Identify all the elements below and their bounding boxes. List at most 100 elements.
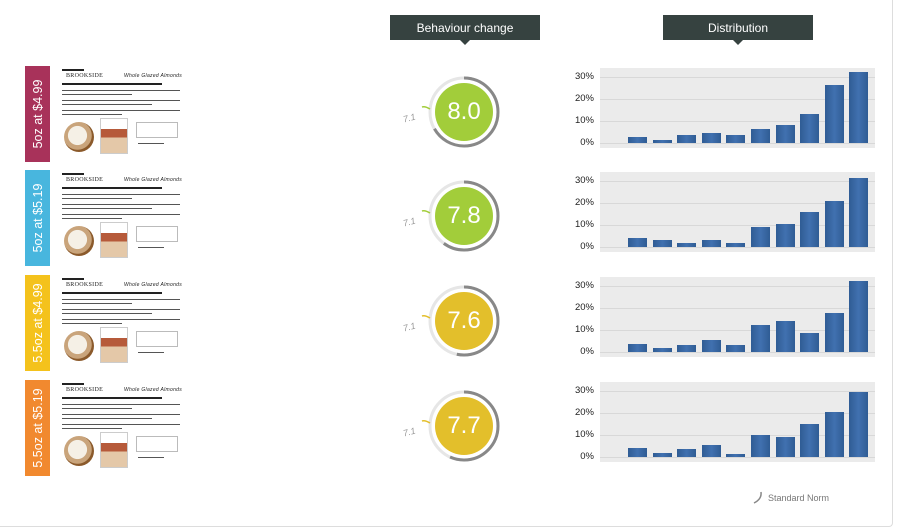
concept-thumbnail[interactable]: BROOKSIDE Whole Glazed Almonds — [60, 380, 184, 476]
almond-bowl-image — [64, 331, 94, 361]
concept-thumbnail[interactable]: BROOKSIDE Whole Glazed Almonds — [60, 275, 184, 371]
distribution-bar[interactable] — [652, 139, 672, 143]
distribution-bar[interactable] — [628, 448, 647, 457]
concept-thumbnail[interactable]: BROOKSIDE Whole Glazed Almonds — [60, 66, 184, 162]
distribution-bar[interactable] — [677, 449, 697, 457]
thumb-line — [62, 104, 152, 105]
gauge-score: 7.8 — [447, 202, 481, 229]
thumb-line — [62, 303, 132, 304]
product-package-image — [100, 327, 128, 363]
distribution-bar[interactable] — [628, 344, 647, 352]
grid-line — [600, 202, 875, 204]
distribution-bar[interactable] — [775, 321, 795, 352]
thumb-callout-box — [136, 122, 178, 138]
distribution-bar[interactable] — [849, 391, 869, 457]
distribution-bar[interactable] — [628, 137, 647, 143]
distribution-bar[interactable] — [849, 178, 869, 247]
thumb-line — [62, 323, 122, 324]
distribution-bar[interactable] — [775, 125, 795, 143]
almond-bowl-image — [64, 436, 94, 466]
behaviour-change-header-label: Behaviour change — [416, 20, 514, 35]
distribution-bar[interactable] — [701, 339, 721, 352]
distribution-bar[interactable] — [751, 434, 770, 457]
distribution-bar[interactable] — [800, 211, 820, 247]
variant-tab[interactable]: 5.5oz at $4.99 — [25, 275, 50, 371]
grid-line — [600, 352, 875, 353]
grid-line — [600, 247, 875, 248]
y-tick-label: 30% — [574, 279, 594, 291]
result-row: 5.5oz at $5.19 BROOKSIDE Whole Glazed Al… — [0, 380, 897, 476]
grid-line — [600, 457, 875, 458]
distribution-bar[interactable] — [677, 345, 697, 352]
gauge-ring — [421, 76, 500, 148]
distribution-bar[interactable] — [824, 200, 844, 247]
thumb-brand: BROOKSIDE — [66, 73, 104, 79]
variant-tab[interactable]: 5oz at $5.19 — [25, 170, 50, 266]
thumb-line — [62, 204, 180, 205]
distribution-bar[interactable] — [701, 444, 721, 457]
thumb-line — [62, 292, 162, 294]
distribution-bar[interactable] — [677, 135, 697, 143]
distribution-bar[interactable] — [726, 242, 746, 247]
thumb-callout-box — [136, 436, 178, 452]
y-tick-label: 0% — [580, 346, 594, 357]
behaviour-gauge[interactable]: 7.1 8.0 — [400, 66, 500, 162]
distribution-bar[interactable] — [751, 227, 770, 247]
behaviour-gauge[interactable]: 7.1 7.8 — [400, 170, 500, 266]
distribution-bar[interactable] — [701, 133, 721, 143]
distribution-chart: 0% 10% 20% 30% — [560, 275, 880, 371]
distribution-bar[interactable] — [701, 240, 721, 247]
chart-plot-area — [600, 382, 875, 462]
chart-plot-area — [600, 172, 875, 252]
distribution-bar[interactable] — [775, 223, 795, 247]
distribution-bar[interactable] — [824, 411, 844, 457]
result-row: 5oz at $5.19 BROOKSIDE Whole Glazed Almo… — [0, 170, 897, 266]
y-tick-label: 0% — [580, 451, 594, 462]
norm-marker — [421, 419, 431, 424]
thumb-line — [62, 194, 180, 195]
distribution-bar[interactable] — [800, 114, 820, 143]
distribution-bar[interactable] — [652, 240, 672, 247]
distribution-bar[interactable] — [849, 281, 869, 352]
product-package-image — [100, 222, 128, 258]
distribution-bar[interactable] — [677, 242, 697, 247]
grid-line — [600, 307, 875, 309]
grid-line — [600, 390, 875, 392]
product-package-image — [100, 118, 128, 154]
concept-thumbnail[interactable]: BROOKSIDE Whole Glazed Almonds — [60, 170, 184, 266]
distribution-bar[interactable] — [824, 85, 844, 143]
distribution-bar[interactable] — [751, 128, 770, 143]
distribution-chart: 0% 10% 20% 30% — [560, 380, 880, 476]
thumb-brand: BROOKSIDE — [66, 387, 104, 393]
grid-line — [600, 434, 875, 436]
distribution-bar[interactable] — [726, 345, 746, 352]
grid-line — [600, 180, 875, 182]
distribution-bar[interactable] — [726, 135, 746, 143]
thumb-line — [62, 90, 180, 91]
distribution-bar[interactable] — [800, 333, 820, 352]
thumb-line — [62, 418, 152, 419]
variant-tab[interactable]: 5oz at $4.99 — [25, 66, 50, 162]
thumb-line — [62, 110, 180, 111]
thumb-line — [62, 313, 152, 314]
thumb-line — [62, 214, 180, 215]
distribution-bar[interactable] — [726, 453, 746, 457]
behaviour-gauge[interactable]: 7.1 7.7 — [400, 380, 500, 476]
distribution-bar[interactable] — [775, 437, 795, 457]
gauge-score: 7.7 — [447, 412, 481, 439]
distribution-bar[interactable] — [800, 423, 820, 457]
behaviour-gauge[interactable]: 7.1 7.6 — [400, 275, 500, 371]
gauge-ring — [421, 285, 500, 357]
result-row: 5.5oz at $4.99 BROOKSIDE Whole Glazed Al… — [0, 275, 897, 371]
variant-tab[interactable]: 5.5oz at $5.19 — [25, 380, 50, 476]
distribution-bar[interactable] — [652, 452, 672, 457]
distribution-bar[interactable] — [824, 313, 844, 352]
distribution-bar[interactable] — [628, 238, 647, 247]
thumb-line — [62, 94, 132, 95]
distribution-bar[interactable] — [751, 325, 770, 352]
distribution-header-label: Distribution — [707, 20, 769, 35]
almond-bowl-image — [64, 226, 94, 256]
distribution-bar[interactable] — [652, 347, 672, 352]
distribution-bar[interactable] — [849, 72, 869, 143]
